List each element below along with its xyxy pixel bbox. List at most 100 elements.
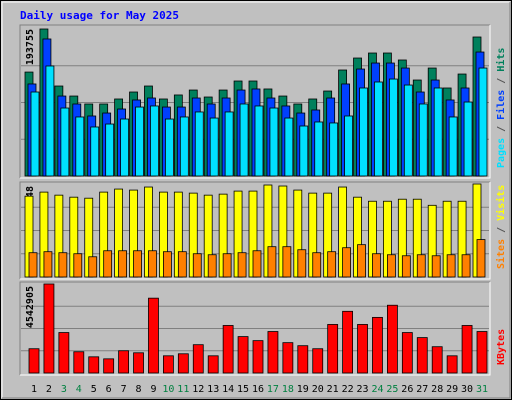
legend-separator: / [496, 221, 507, 239]
x-tick-label: 28 [431, 384, 443, 395]
bar [28, 348, 40, 374]
bar [416, 254, 426, 278]
bar [299, 125, 309, 177]
x-tick-label: 16 [252, 384, 264, 395]
y-tick-label: 4542905 [25, 286, 36, 328]
x-tick-label: 20 [312, 384, 324, 395]
bar [30, 91, 40, 177]
legend-separator: / [496, 120, 507, 138]
x-tick-label: 19 [297, 384, 309, 395]
bar [267, 246, 277, 278]
bar [73, 253, 83, 278]
bar [133, 352, 144, 374]
x-tick-label: 21 [327, 384, 339, 395]
legend-entry: Pages [496, 138, 507, 168]
bar [88, 256, 98, 278]
chart-title: Daily usage for May 2025 [20, 9, 179, 22]
x-tick-label: 3 [61, 384, 67, 395]
legend-entry: Visits [495, 185, 507, 221]
bar [222, 253, 232, 278]
bar [312, 348, 324, 374]
bar [478, 67, 488, 177]
bar [342, 310, 354, 374]
bar [177, 353, 189, 374]
bar [224, 111, 234, 177]
bar [43, 283, 55, 374]
bar [433, 87, 443, 177]
bar [194, 111, 204, 177]
bar [73, 351, 85, 374]
bar [118, 350, 129, 374]
bar [177, 251, 187, 278]
legend-entry: KBytes [496, 329, 507, 365]
bar [401, 255, 411, 278]
bar [461, 254, 471, 278]
bar [448, 116, 458, 177]
bar [252, 250, 262, 278]
bar [103, 250, 113, 278]
bar [329, 122, 339, 177]
bar [90, 126, 100, 177]
bar [209, 117, 219, 177]
bar [476, 239, 486, 278]
bar [45, 65, 55, 177]
bar [327, 324, 339, 374]
bar [463, 101, 473, 177]
bar [403, 84, 413, 177]
legend-entry: Hits [495, 48, 507, 72]
x-tick-label: 12 [192, 384, 204, 395]
x-tick-label: 15 [237, 384, 249, 395]
bar [43, 251, 53, 278]
panel-bevel [19, 281, 490, 375]
bar [344, 115, 354, 177]
bar [105, 123, 115, 177]
bar [162, 355, 174, 374]
bar [164, 118, 174, 177]
bar [237, 336, 249, 374]
x-tick-label: 9 [150, 384, 156, 395]
x-tick-label: 18 [282, 384, 294, 395]
bar [192, 344, 204, 374]
x-tick-label: 27 [416, 384, 428, 395]
legend-entry: Sites [495, 239, 507, 269]
bar [133, 250, 142, 278]
bar [416, 337, 428, 374]
x-tick-label: 8 [136, 384, 142, 395]
bar [461, 325, 473, 374]
bar [207, 355, 219, 374]
x-tick-label: 23 [357, 384, 369, 395]
panel-bevel [20, 282, 491, 376]
panel-bevel [20, 182, 491, 280]
x-tick-label: 14 [222, 384, 234, 395]
x-tick-label: 22 [342, 384, 354, 395]
bar [446, 254, 456, 278]
legend: Pages / Files / Hits [495, 48, 507, 168]
x-tick-label: 10 [162, 384, 174, 395]
bar [88, 356, 100, 374]
bar [118, 250, 127, 278]
bar [254, 105, 264, 177]
bar [314, 121, 324, 177]
panel-bevel [19, 24, 490, 178]
x-tick-label: 29 [446, 384, 458, 395]
panel-bevel [19, 181, 490, 279]
bar [75, 116, 85, 177]
bar [237, 252, 247, 278]
bar [252, 340, 264, 374]
bar [148, 250, 157, 278]
legend-entry: Files [495, 90, 507, 120]
bar [401, 332, 413, 374]
bar [269, 107, 279, 177]
bar [222, 325, 234, 374]
bar [150, 105, 159, 177]
x-tick-label: 6 [106, 384, 112, 395]
bar [179, 116, 189, 177]
bar [372, 316, 383, 374]
bar [342, 247, 352, 278]
bar [446, 355, 458, 374]
bar [418, 103, 428, 177]
x-tick-label: 1 [31, 384, 37, 395]
x-tick-label: 30 [461, 384, 473, 395]
